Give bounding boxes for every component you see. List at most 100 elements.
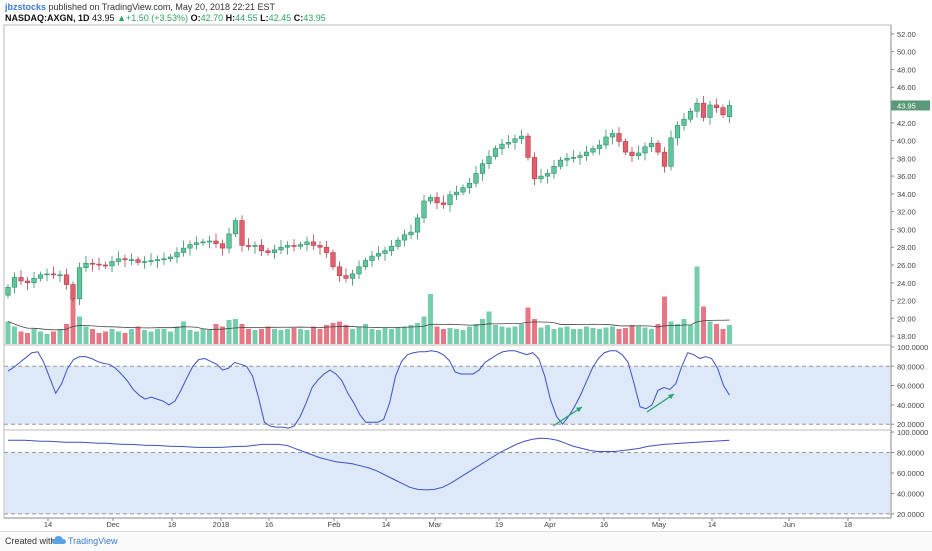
- candle-body: [583, 151, 590, 156]
- volume-bar: [5, 321, 11, 344]
- time-tick-label: 2018: [213, 520, 230, 529]
- volume-bar: [174, 326, 180, 344]
- price-tick-label: 42.00: [897, 119, 916, 128]
- low-label: L:: [260, 13, 269, 23]
- candle-body: [200, 241, 206, 244]
- candle-body: [187, 244, 193, 249]
- price-tick-label: 22.00: [897, 297, 916, 306]
- price-tick-label: 48.00: [897, 65, 916, 74]
- time-tick-label: 14: [44, 520, 52, 529]
- price-tick-label: 34.00: [897, 190, 916, 199]
- volume-bar: [532, 319, 537, 344]
- candle-body: [141, 261, 148, 263]
- candle-body: [336, 266, 343, 276]
- candle-body: [122, 258, 128, 261]
- chart-area[interactable]: 52.0050.0048.0046.0044.0042.0040.0038.00…: [0, 0, 932, 531]
- volume-bar: [96, 333, 102, 344]
- volume-bar: [395, 327, 401, 344]
- volume-bar: [90, 329, 95, 344]
- volume-bar: [324, 325, 329, 344]
- high-value: 44.55: [235, 13, 258, 23]
- volume-bar: [181, 321, 186, 344]
- candle-body: [687, 110, 694, 120]
- volume-bar: [597, 329, 602, 344]
- candle-body: [278, 246, 284, 251]
- tradingview-brand[interactable]: TradingView: [68, 536, 118, 546]
- volume-bar: [363, 324, 368, 344]
- candle-body: [642, 146, 648, 154]
- oscillator-1-band: [5, 366, 890, 425]
- volume-bar: [499, 326, 505, 344]
- candle-body: [408, 231, 414, 236]
- volume-bar: [142, 330, 147, 344]
- volume-bar: [408, 325, 414, 344]
- volume-bar: [649, 329, 654, 344]
- candle-body: [37, 274, 44, 279]
- volume-bar: [304, 330, 310, 344]
- volume-bar: [421, 316, 427, 344]
- last-price-tag: [891, 100, 930, 111]
- volume-bar: [441, 329, 446, 344]
- price-tick-label: 28.00: [897, 243, 916, 252]
- time-tick-label: 18: [168, 520, 176, 529]
- candle-body: [213, 240, 219, 244]
- volume-bar: [584, 326, 589, 344]
- oscillator-1-tick-label: 20.0000: [897, 420, 924, 429]
- candle-body: [297, 244, 304, 247]
- candle-body: [655, 142, 661, 153]
- volume-bar: [220, 326, 225, 344]
- volume-bar: [168, 331, 173, 344]
- trend-arrow-icon: [552, 406, 583, 427]
- volume-bar: [616, 329, 622, 344]
- candle-body: [596, 144, 603, 149]
- volume-bar: [720, 329, 726, 344]
- volume-bar: [226, 320, 232, 344]
- volume-bar: [480, 319, 485, 344]
- volume-bar: [642, 327, 648, 344]
- volume-bar: [603, 327, 609, 344]
- candle-body: [83, 262, 89, 268]
- candle-body: [57, 274, 63, 277]
- price-tick-label: 50.00: [897, 48, 916, 57]
- candle-body: [531, 157, 538, 180]
- candle-body: [375, 253, 382, 257]
- candle-body: [167, 256, 174, 260]
- volume-bar: [519, 324, 524, 344]
- volume-bar: [655, 324, 661, 344]
- candle-body: [291, 245, 297, 247]
- candle-body: [304, 241, 310, 245]
- tradingview-cloud-icon: [52, 536, 66, 544]
- candle-body: [609, 133, 616, 138]
- candle-body: [551, 166, 557, 174]
- volume-bar: [311, 326, 316, 344]
- price-tick-label: 32.00: [897, 208, 916, 217]
- volume-bar: [109, 329, 115, 344]
- volume-average-line: [7, 319, 730, 331]
- volume-bar: [278, 330, 284, 344]
- volume-bar: [129, 329, 134, 344]
- ohlc-line: NASDAQ:AXGN, 1D 43.95 ▲+1.50 (+3.53%) O:…: [5, 13, 326, 23]
- candle-body: [473, 173, 479, 184]
- oscillator-1-tick-label: 100.0000: [897, 343, 928, 352]
- candle-body: [557, 159, 564, 167]
- author-name[interactable]: jbzstocks: [5, 2, 47, 12]
- volume-bar: [77, 316, 82, 344]
- time-tick-label: 19: [495, 520, 503, 529]
- time-tick-label: Jun: [783, 520, 795, 529]
- candle-body: [629, 151, 635, 156]
- price-tick-label: 40.00: [897, 137, 916, 146]
- time-tick-label: May: [652, 520, 666, 529]
- candle-body: [538, 175, 544, 180]
- volume-bar: [12, 326, 17, 344]
- volume-bar: [467, 326, 472, 344]
- candle-body: [180, 247, 187, 253]
- price-tick-label: 20.00: [897, 314, 916, 323]
- candle-body: [525, 135, 531, 158]
- candle-body: [362, 260, 369, 268]
- candle-body: [154, 259, 161, 261]
- price-tick-label: 24.00: [897, 279, 916, 288]
- time-tick-label: 16: [265, 520, 273, 529]
- time-tick-label: 16: [600, 520, 608, 529]
- close-label: C:: [293, 13, 304, 23]
- publish-info: published on TradingView.com, May 20, 20…: [46, 2, 275, 12]
